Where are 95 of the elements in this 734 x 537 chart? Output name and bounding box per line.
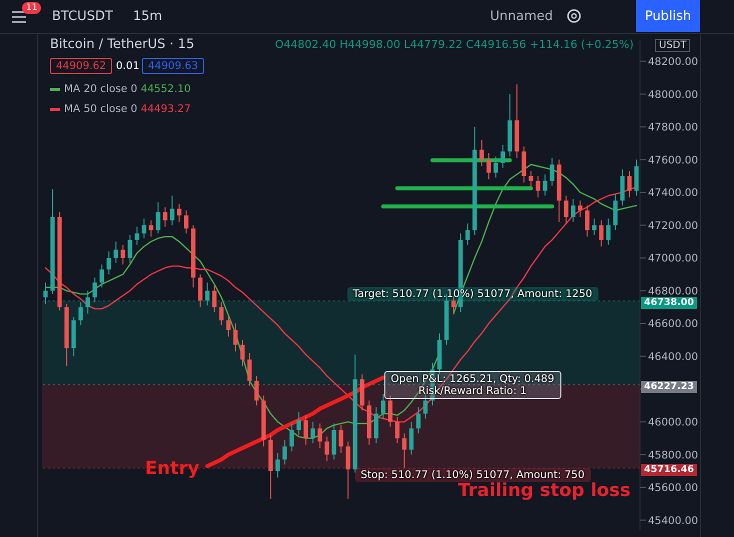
candlestick [606, 218, 611, 246]
candlestick [43, 282, 48, 304]
candlestick [184, 210, 188, 234]
candlestick [170, 195, 174, 226]
candlestick [409, 421, 414, 456]
candlestick [128, 234, 132, 264]
candlestick [570, 198, 576, 222]
candlestick [205, 282, 210, 306]
candlestick [92, 277, 97, 303]
y-tick-label: 48200.00 [648, 56, 698, 68]
candlestick [381, 393, 386, 420]
ref-line-label: 46738.00 [641, 296, 697, 309]
legend-label: MA 20 close 0 [64, 83, 138, 95]
candlestick [114, 241, 118, 264]
candlestick [388, 395, 392, 428]
candlestick [296, 412, 301, 436]
candlestick [494, 156, 498, 178]
candlestick [465, 223, 470, 246]
annotation: 44552.10 [140, 83, 191, 95]
chart-subtitle: O44802.40 H44998.00 L44779.22 C44916.56 +114.16 (+0.25%) [275, 38, 634, 51]
candlestick [310, 421, 316, 444]
candlestick [134, 226, 140, 246]
candlestick [528, 170, 534, 188]
text: Unnamed [490, 9, 553, 24]
y-tick-label: 46600.00 [648, 318, 698, 330]
y-tick-label: 46000.00 [648, 416, 698, 429]
candlestick [120, 244, 126, 266]
y-tick-label: 45600.00 [648, 482, 698, 494]
candlestick [324, 436, 330, 462]
candlestick [226, 314, 231, 338]
candlestick [282, 439, 287, 465]
text: BTCUSDT [52, 9, 113, 24]
y-tick-label: 48000.00 [648, 88, 698, 101]
y-tick-label: 47000.00 [648, 252, 698, 265]
candlestick [627, 170, 632, 198]
y-tick-label: 46400.00 [648, 351, 698, 364]
annotation: 44909.63 [142, 58, 204, 74]
annotation: Trailing stop loss [458, 480, 631, 501]
candlestick [304, 414, 308, 446]
y-tick-label: 46800.00 [648, 285, 698, 298]
text: 15m [133, 9, 162, 24]
series-label: Entry [145, 458, 200, 480]
candlestick [592, 218, 596, 236]
candlestick [395, 416, 400, 444]
candlestick [338, 424, 344, 454]
candlestick [564, 195, 568, 224]
y-tick-label: 47200.00 [648, 220, 698, 232]
candlestick [142, 218, 146, 239]
candlestick [212, 285, 217, 313]
candlestick [486, 152, 491, 180]
annotation: 44493.27 [140, 103, 191, 115]
ref-line-label: 46227.23 [641, 380, 697, 393]
candlestick [290, 422, 294, 452]
candlestick [156, 202, 160, 234]
y-tick-label: 45400.00 [648, 514, 698, 527]
candlestick [106, 250, 112, 275]
candlestick [162, 206, 168, 228]
candlestick [100, 264, 104, 288]
candlestick [275, 452, 280, 478]
candlestick [148, 220, 154, 238]
candlestick [78, 302, 83, 326]
candlestick [346, 441, 350, 500]
candlestick [500, 144, 506, 168]
text: Publish [636, 0, 700, 32]
candlestick [480, 139, 484, 167]
candlestick [402, 432, 407, 468]
y-tick-label: 47600.00 [648, 154, 698, 166]
candlestick [318, 422, 322, 449]
annotation: 44909.62 [50, 58, 112, 74]
annotation: Stop: 510.77 (1.10%) 51077, Amount: 750 [360, 469, 585, 482]
y-tick-label: 47800.00 [648, 122, 698, 134]
candlestick [550, 157, 554, 186]
annotation: 0.01 [116, 60, 140, 72]
candlestick [599, 220, 604, 247]
y-tick-label: 47400.00 [648, 187, 698, 200]
annotation: Target: 510.77 (1.10%) 51077, Amount: 1250 [352, 288, 592, 300]
candlestick [198, 274, 202, 308]
candlestick [578, 200, 582, 218]
chart-title: Bitcoin / TetherUS · 15 [50, 37, 194, 52]
legend-label: MA 50 close 0 [64, 103, 138, 115]
candlestick [233, 323, 238, 352]
candlestick [585, 205, 590, 238]
y-tick-label: 45800.00 [648, 449, 698, 462]
candlestick [176, 203, 182, 222]
text: USDT [655, 39, 690, 52]
line-series [205, 376, 386, 468]
candlestick [86, 290, 90, 314]
candlestick [219, 302, 224, 326]
candlestick [416, 406, 421, 434]
candlestick [536, 176, 540, 198]
ref-line-label: 45716.46 [641, 464, 697, 476]
candlestick [542, 174, 548, 196]
candlestick [247, 352, 252, 386]
candlestick [254, 375, 259, 406]
text: 11 [22, 2, 42, 14]
